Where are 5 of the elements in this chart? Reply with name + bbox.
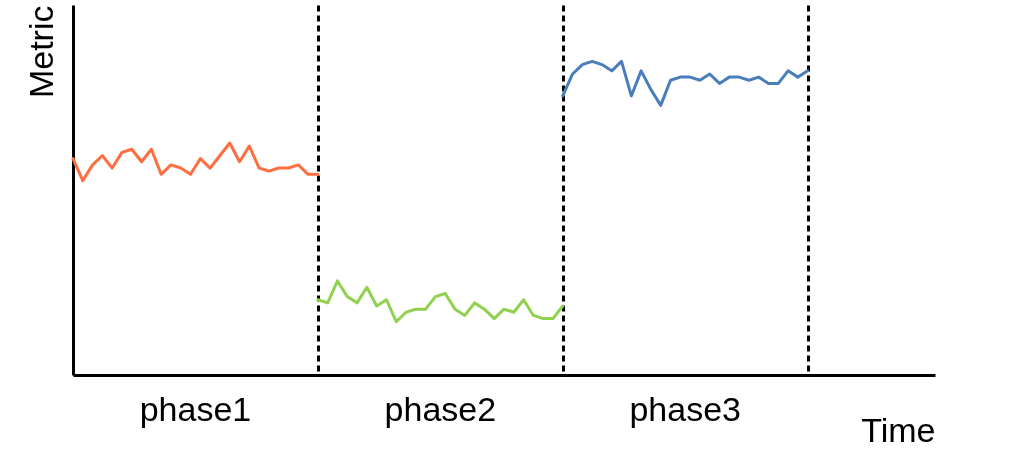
text: phase3 bbox=[629, 390, 741, 428]
text: phase1 bbox=[139, 390, 252, 428]
x-axis-title: Time bbox=[861, 410, 936, 449]
y-axis-title: Metric bbox=[21, 5, 60, 99]
text: phase2 bbox=[384, 390, 497, 428]
